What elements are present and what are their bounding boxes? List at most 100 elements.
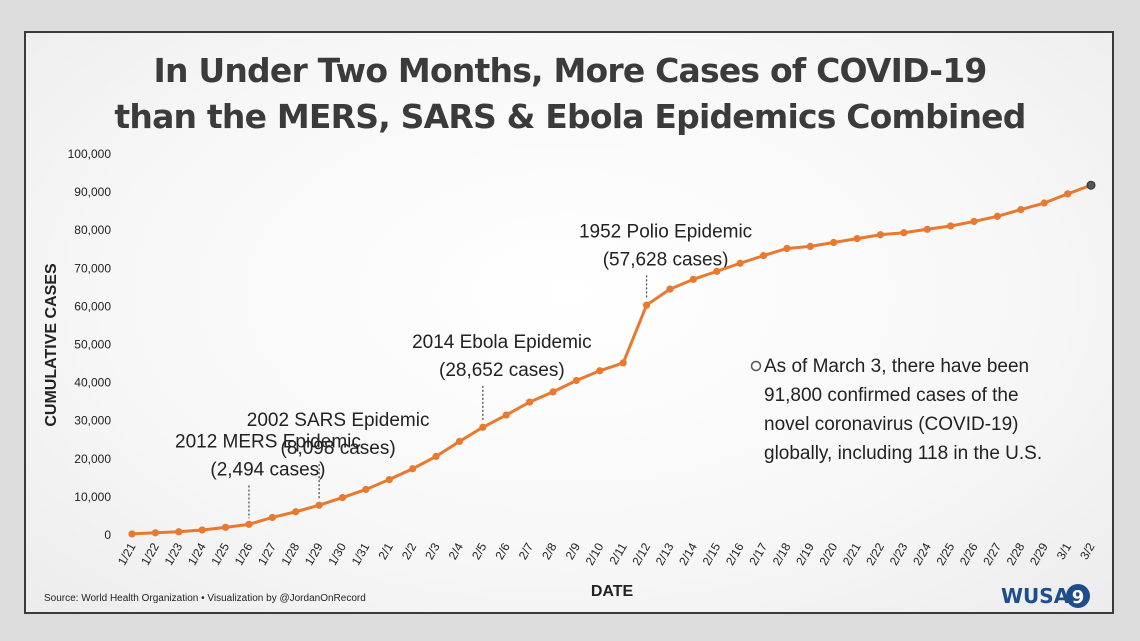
y-tick-label: 0 [104, 528, 111, 542]
data-point [923, 225, 931, 233]
x-tick-label: 2/3 [422, 540, 443, 562]
chart-frame [24, 31, 1114, 614]
x-tick-label: 2/6 [492, 540, 513, 562]
x-tick-label: 2/21 [840, 540, 864, 568]
data-point [526, 398, 534, 406]
data-point [830, 238, 838, 247]
note-line-1: As of March 3, there have been [764, 356, 1029, 377]
data-point [268, 513, 276, 522]
data-point [689, 275, 697, 283]
x-tick-label: 3/1 [1054, 540, 1075, 562]
data-point [385, 475, 393, 484]
x-tick-label: 2/24 [910, 540, 934, 568]
x-tick-label: 2/2 [399, 540, 420, 562]
data-point [198, 526, 206, 534]
data-point [783, 244, 791, 253]
chart-title-line-1: In Under Two Months, More Cases of COVID… [153, 51, 986, 90]
x-tick-label: 3/2 [1077, 540, 1098, 562]
x-tick-label: 2/4 [446, 540, 467, 562]
x-tick-label: 2/29 [1027, 540, 1051, 568]
y-tick-label: 20,000 [74, 452, 111, 466]
x-tick-label: 1/29 [302, 540, 326, 568]
x-tick-label: 2/1 [375, 540, 396, 562]
data-point [900, 229, 908, 237]
x-tick-label: 2/12 [629, 540, 653, 568]
annotation-label: 1952 Polio Epidemic [579, 221, 752, 242]
x-tick-label: 2/17 [746, 540, 770, 568]
x-tick-label: 1/28 [279, 540, 303, 568]
data-point [245, 520, 253, 528]
data-point [362, 485, 370, 494]
annotation-label: (8,098 cases) [281, 438, 396, 459]
x-tick-label: 2/27 [980, 540, 1004, 568]
data-point [806, 242, 814, 251]
y-tick-label: 30,000 [74, 414, 111, 428]
data-point [853, 235, 861, 243]
y-tick-label: 50,000 [74, 338, 111, 352]
data-point [338, 493, 347, 502]
data-point [993, 212, 1002, 220]
data-point [1040, 199, 1048, 207]
data-point [1086, 180, 1096, 190]
data-point [947, 222, 955, 230]
annotation-label: (2,494 cases) [210, 459, 325, 480]
x-tick-label: 2/13 [653, 540, 677, 568]
data-point [970, 217, 978, 226]
x-tick-label: 1/24 [185, 540, 209, 568]
x-tick-label: 1/25 [208, 540, 232, 568]
y-tick-label: 70,000 [74, 261, 111, 275]
x-tick-label: 2/8 [539, 540, 560, 562]
annotation-label: 2002 SARS Epidemic [247, 410, 430, 431]
x-tick-label: 1/23 [162, 540, 186, 568]
data-point [502, 411, 510, 419]
note-line-4: globally, including 118 in the U.S. [764, 443, 1042, 464]
source-credit: Source: World Health Organization • Visu… [44, 593, 366, 604]
y-tick-label: 100,000 [68, 147, 112, 161]
x-tick-label: 2/18 [770, 540, 794, 568]
note-line-3: novel coronavirus (COVID-19) [764, 414, 1018, 435]
x-tick-label: 1/31 [349, 540, 373, 568]
x-tick-label: 2/22 [863, 540, 887, 568]
annotation-label: (57,628 cases) [603, 249, 729, 270]
x-tick-label: 2/7 [516, 540, 537, 562]
y-tick-label: 40,000 [74, 376, 111, 390]
x-tick-label: 2/9 [563, 540, 584, 562]
data-point [175, 528, 183, 536]
data-point [315, 501, 323, 509]
data-point [221, 523, 230, 531]
data-point [876, 231, 885, 239]
data-point [151, 529, 159, 537]
note-line-2: 91,800 confirmed cases of the [764, 385, 1019, 406]
x-tick-label: 2/26 [957, 540, 981, 568]
y-axis-title: CUMULATIVE CASES [43, 263, 60, 427]
data-point [479, 423, 487, 431]
logo-wordmark: WUSA [1001, 584, 1070, 608]
logo-circle-icon [1066, 584, 1090, 608]
data-point [409, 465, 417, 473]
note-marker-icon [750, 360, 762, 372]
x-tick-label: 2/20 [817, 540, 841, 568]
x-tick-label: 2/15 [700, 540, 724, 568]
x-tick-label: 1/27 [255, 540, 279, 568]
data-point [713, 267, 721, 275]
annotation-label: 2012 MERS Epidemic [175, 431, 361, 452]
x-tick-label: 2/23 [887, 540, 911, 568]
y-tick-label: 80,000 [74, 223, 111, 237]
x-tick-label: 1/22 [138, 540, 162, 568]
x-tick-label: 2/19 [793, 540, 817, 568]
y-tick-label: 10,000 [74, 490, 111, 504]
annotation-label: 2014 Ebola Epidemic [412, 332, 592, 353]
x-tick-label: 2/28 [1004, 540, 1028, 568]
data-point [759, 252, 768, 260]
data-point [1017, 206, 1025, 214]
logo-mark: 9 [1072, 587, 1085, 608]
y-tick-label: 90,000 [74, 185, 111, 199]
wusa9-logo: WUSA 9 [1001, 584, 1090, 608]
x-tick-label: 2/10 [583, 540, 607, 568]
x-tick-label: 1/21 [115, 540, 139, 568]
data-point [432, 452, 440, 460]
chart-title-line-2: than the MERS, SARS & Ebola Epidemics Co… [114, 97, 1025, 136]
data-point [619, 359, 627, 367]
data-point [549, 388, 557, 396]
